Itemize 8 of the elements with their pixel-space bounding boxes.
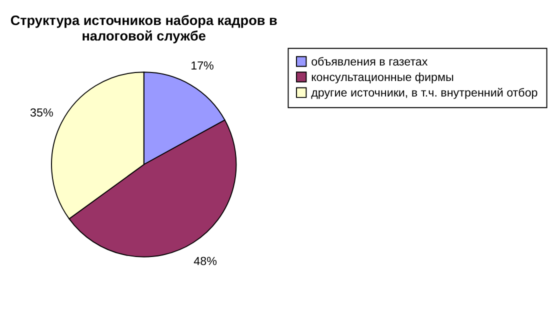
legend-label: объявления в газетах xyxy=(311,55,428,68)
legend-label: другие источники, в т.ч. внутренний отбор xyxy=(311,86,538,100)
legend-label: консультационные фирмы xyxy=(311,70,454,84)
data-label: 48% xyxy=(194,255,217,268)
data-label: 17% xyxy=(190,60,214,73)
text: Структура источников набора кадров в xyxy=(10,13,278,28)
text: налоговой службе xyxy=(82,28,206,44)
data-label: 35% xyxy=(30,106,54,120)
